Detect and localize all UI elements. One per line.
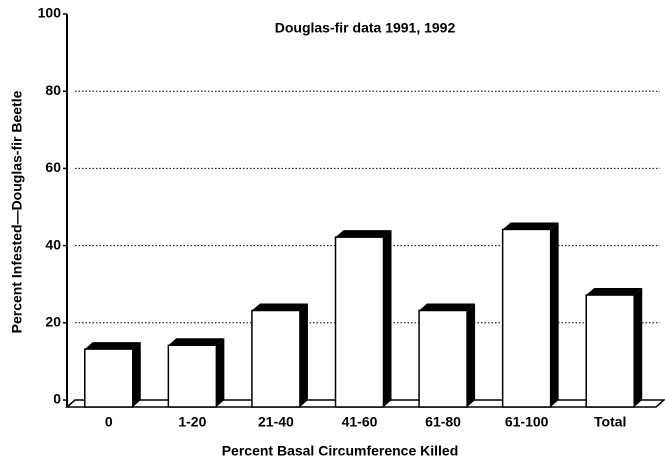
x-tick-label: 41-60 [342, 414, 378, 430]
y-tick-label: 80 [45, 82, 61, 98]
bar [418, 309, 468, 408]
bar-top [335, 230, 392, 238]
bar-side [550, 222, 559, 407]
bar [334, 236, 385, 408]
bar-side [132, 342, 141, 407]
y-tick-label: 0 [53, 391, 61, 407]
x-tick-label: 61-80 [425, 414, 461, 430]
x-tick-label: 1-20 [178, 414, 206, 430]
x-tick-label: 0 [105, 414, 113, 430]
bar-side [299, 303, 308, 407]
bar-side [467, 303, 476, 407]
bar-top [586, 288, 643, 296]
x-tick-label: Total [594, 414, 626, 430]
bar [585, 294, 635, 408]
bar-top [502, 222, 559, 230]
bar-top [168, 338, 225, 346]
bar [167, 344, 218, 408]
y-tick-label: 20 [45, 314, 61, 330]
bar-side [216, 338, 225, 407]
x-tick-label: 61-100 [505, 414, 549, 430]
bar-top [419, 303, 476, 311]
chart-title: Douglas-fir data 1991, 1992 [275, 20, 456, 36]
y-tick-label: 100 [38, 5, 62, 21]
bar [84, 348, 134, 408]
y-tick-label: 40 [45, 236, 61, 252]
x-tick-label: 21-40 [258, 414, 294, 430]
bar [251, 309, 301, 408]
bar-top [251, 303, 308, 311]
y-tick-label: 60 [45, 159, 61, 175]
bar-side [383, 230, 392, 407]
bar-top [84, 342, 141, 350]
bar-side [634, 288, 643, 407]
y-axis-label: Percent Infested—Douglas-fir Beetle [9, 90, 25, 333]
bar [501, 228, 552, 408]
x-axis-label: Percent Basal Circumference Killed [222, 443, 459, 459]
